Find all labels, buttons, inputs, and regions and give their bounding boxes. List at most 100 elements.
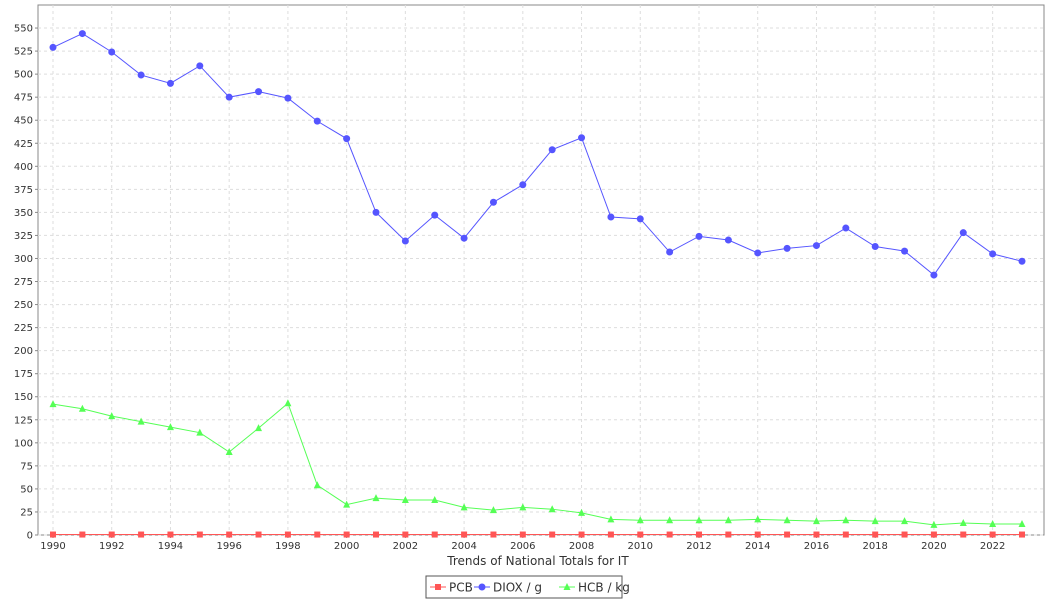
data-point <box>1018 519 1026 527</box>
y-tick-label: 325 <box>14 231 33 242</box>
data-point <box>959 229 967 237</box>
data-point <box>49 400 57 408</box>
data-point <box>959 519 967 527</box>
series-2 <box>49 399 1026 528</box>
x-tick-label: 2012 <box>686 541 711 552</box>
y-tick-label: 0 <box>27 531 33 542</box>
x-tick-label: 1998 <box>275 541 300 552</box>
data-point <box>563 583 571 590</box>
data-point <box>343 135 351 143</box>
data-point <box>460 234 468 242</box>
data-point <box>108 531 115 538</box>
data-point <box>460 503 468 511</box>
data-point <box>930 520 938 528</box>
data-point <box>930 271 938 279</box>
data-point <box>519 531 526 538</box>
data-point <box>842 516 850 524</box>
legend-label: HCB / kg <box>578 581 630 595</box>
data-point <box>960 531 967 538</box>
x-tick-label: 2018 <box>862 541 887 552</box>
data-point <box>478 583 486 591</box>
data-point <box>401 237 409 245</box>
data-point <box>166 423 174 431</box>
data-point <box>255 531 262 538</box>
data-point <box>989 519 997 527</box>
data-point <box>431 531 438 538</box>
data-point <box>754 531 761 538</box>
data-point <box>79 531 86 538</box>
data-point <box>402 531 409 538</box>
data-point <box>696 531 702 538</box>
y-tick-label: 350 <box>14 208 33 219</box>
data-point <box>607 531 614 538</box>
data-point <box>343 531 350 538</box>
plot-area <box>37 4 1045 536</box>
y-tick-label: 400 <box>14 162 33 173</box>
y-tick-label: 300 <box>14 254 33 265</box>
series-line <box>52 402 1022 526</box>
data-point <box>901 531 908 538</box>
y-tick-label: 475 <box>14 93 33 104</box>
data-point <box>461 531 468 538</box>
x-tick-label: 2002 <box>393 541 418 552</box>
data-point <box>724 516 732 524</box>
y-tick-label: 200 <box>14 346 33 357</box>
x-tick-label: 2000 <box>334 541 359 552</box>
data-point <box>519 181 527 189</box>
data-point <box>255 424 263 432</box>
x-tick-label: 1992 <box>99 541 124 552</box>
data-point <box>431 211 439 219</box>
data-point <box>666 531 673 538</box>
data-point <box>901 247 909 255</box>
series-0 <box>50 531 1025 538</box>
data-point <box>607 515 615 523</box>
y-tick-label: 425 <box>14 139 33 150</box>
data-point <box>578 508 586 516</box>
data-point <box>989 531 996 538</box>
data-point <box>78 30 86 38</box>
x-tick-label: 2006 <box>510 541 535 552</box>
data-point <box>372 494 380 502</box>
data-point <box>167 531 174 538</box>
x-tick-label: 2014 <box>745 541 770 552</box>
data-point <box>225 448 233 456</box>
data-point <box>435 584 441 590</box>
x-axis-ticks: 1990 1992 1994 1996 1998 2000 2002 2004 2006 2008… <box>40 535 1005 552</box>
data-point <box>49 43 57 51</box>
data-point <box>695 232 703 240</box>
data-point <box>695 516 703 524</box>
data-point <box>313 117 321 125</box>
x-tick-label: 1996 <box>216 541 241 552</box>
data-point <box>50 531 56 538</box>
y-tick-label: 450 <box>14 116 33 127</box>
data-point <box>549 531 556 538</box>
legend-label: DIOX / g <box>493 581 542 595</box>
data-point <box>1019 531 1025 538</box>
y-tick-label: 275 <box>14 277 33 288</box>
x-tick-label: 2022 <box>980 541 1005 552</box>
data-point <box>196 62 204 70</box>
legend-box <box>425 575 623 599</box>
data-point <box>754 249 762 257</box>
y-tick-label: 225 <box>14 323 33 334</box>
data-point <box>607 213 615 221</box>
data-point <box>343 500 351 508</box>
x-tick-label: 2008 <box>569 541 594 552</box>
data-point <box>108 412 116 420</box>
data-point <box>812 242 820 250</box>
grid-lines <box>38 5 1044 536</box>
y-axis-ticks: 0 25 50 75 100 125 150 175 200 225 250 275 300 325 350… <box>14 24 38 542</box>
data-point <box>314 531 321 538</box>
data-point <box>666 248 674 256</box>
data-point <box>783 516 791 524</box>
data-point <box>783 244 791 252</box>
data-point <box>108 48 116 56</box>
y-tick-label: 500 <box>14 70 33 81</box>
data-point <box>225 93 233 101</box>
legend-item-0: PCB <box>430 581 473 595</box>
x-tick-label: 1990 <box>40 541 65 552</box>
data-point <box>372 208 380 216</box>
x-tick-label: 2010 <box>628 541 653 552</box>
data-point <box>724 236 732 244</box>
